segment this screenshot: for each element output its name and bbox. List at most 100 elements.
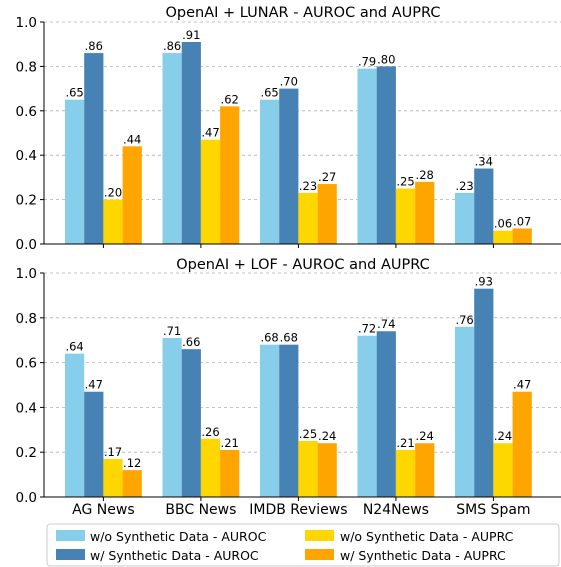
legend-swatch-w-auprc xyxy=(305,549,334,560)
data-label: .23 xyxy=(455,179,473,193)
y-tick-label: 1.0 xyxy=(16,266,37,282)
y-tick-label: 0.4 xyxy=(16,148,37,164)
bar-wo-auprc xyxy=(103,199,123,244)
data-label: .47 xyxy=(513,378,531,392)
y-tick-label: 0.0 xyxy=(16,237,37,253)
data-label: .65 xyxy=(260,86,278,100)
y-tick-label: 0.2 xyxy=(16,193,37,209)
y-tick-label: 0.8 xyxy=(16,59,37,75)
chart-title: OpenAI + LUNAR - AUROC and AUPRC xyxy=(166,5,441,21)
legend-swatch-wo-auprc xyxy=(305,530,334,541)
bar-w-auroc xyxy=(181,41,201,245)
bar-wo-auroc xyxy=(65,353,85,497)
y-tick-label: 0.2 xyxy=(16,445,37,461)
chart-title: OpenAI + LOF - AUROC and AUPRC xyxy=(176,257,429,273)
bar-wo-auroc xyxy=(260,344,280,497)
y-tick-label: 1.0 xyxy=(16,15,37,31)
bar-w-auroc xyxy=(279,344,299,497)
data-label: .79 xyxy=(358,55,376,69)
legend-label-wo-auprc: w/o Synthetic Data - AUPRC xyxy=(340,529,514,544)
legend-frame xyxy=(46,523,560,567)
data-label: .21 xyxy=(221,436,239,450)
y-tick-label: 0.0 xyxy=(16,490,37,506)
data-label: .17 xyxy=(104,445,122,459)
data-label: .07 xyxy=(513,214,531,228)
bar-w-auprc xyxy=(220,106,240,244)
y-tick-label: 0.6 xyxy=(16,356,37,372)
bar-w-auprc xyxy=(122,146,142,244)
data-label: .23 xyxy=(299,179,317,193)
data-label: .12 xyxy=(123,456,141,470)
bar-wo-auprc xyxy=(493,230,513,244)
bar-wo-auroc xyxy=(455,326,475,497)
bar-w-auroc xyxy=(474,288,494,497)
data-label: .47 xyxy=(201,126,219,140)
data-label: .24 xyxy=(416,429,434,443)
data-label: .74 xyxy=(377,317,395,331)
x-tick-label: SMS Spam xyxy=(456,502,530,518)
x-tick-label: BBC News xyxy=(165,502,236,518)
bar-w-auprc xyxy=(512,228,532,244)
bar-w-auprc xyxy=(220,449,240,497)
data-label: .27 xyxy=(318,170,336,184)
data-label: .06 xyxy=(494,217,512,231)
data-label: .28 xyxy=(416,168,434,182)
data-label: .80 xyxy=(377,52,395,66)
y-tick-label: 0.4 xyxy=(16,400,37,416)
y-tick-label: 0.8 xyxy=(16,311,37,327)
data-label: .24 xyxy=(318,429,336,443)
legend-swatch-wo-auroc xyxy=(56,530,85,541)
bar-wo-auroc xyxy=(65,99,85,244)
data-label: .66 xyxy=(182,335,200,349)
data-label: .68 xyxy=(260,331,278,345)
data-label: .24 xyxy=(494,429,512,443)
bar-wo-auroc xyxy=(357,335,377,497)
bar-w-auroc xyxy=(181,349,201,497)
x-tick-label: N24News xyxy=(363,502,429,518)
data-label: .44 xyxy=(123,132,141,146)
bar-wo-auroc xyxy=(455,192,475,244)
data-label: .25 xyxy=(396,175,414,189)
data-label: .86 xyxy=(163,39,181,53)
data-label: .70 xyxy=(280,75,298,89)
bar-wo-auprc xyxy=(395,449,416,497)
data-label: .86 xyxy=(85,39,103,53)
chart-panel-lunar: OpenAI + LUNAR - AUROC and AUPRC 0.0 0.2 0… xyxy=(16,5,561,253)
data-label: .65 xyxy=(65,86,83,100)
legend-swatch-w-auroc xyxy=(56,549,85,560)
bar-w-auroc xyxy=(279,88,299,244)
legend-label-w-auroc: w/ Synthetic Data - AUROC xyxy=(90,548,259,563)
data-label: .20 xyxy=(104,186,122,200)
data-label: .91 xyxy=(182,28,200,42)
data-label: .34 xyxy=(475,155,493,169)
legend: w/o Synthetic Data - AUROC w/ Synthetic … xyxy=(46,523,560,567)
bar-wo-auprc xyxy=(493,443,513,497)
bar-wo-auprc xyxy=(200,139,221,244)
bar-wo-auroc xyxy=(357,68,377,245)
data-label: .25 xyxy=(299,427,317,441)
data-label: .62 xyxy=(221,92,239,106)
data-label: .47 xyxy=(85,378,103,392)
bar-w-auprc xyxy=(415,181,435,244)
y-tick-label: 0.6 xyxy=(16,104,37,120)
data-label: .26 xyxy=(201,425,219,439)
data-label: .76 xyxy=(455,313,473,327)
legend-label-wo-auroc: w/o Synthetic Data - AUROC xyxy=(90,529,267,544)
bar-w-auprc xyxy=(122,470,142,497)
bar-wo-auprc xyxy=(298,192,318,244)
bar-w-auprc xyxy=(317,184,337,244)
bar-w-auprc xyxy=(512,391,532,497)
bar-w-auroc xyxy=(376,66,396,245)
data-label: .64 xyxy=(65,340,83,354)
data-label: .72 xyxy=(358,322,376,336)
bar-wo-auroc xyxy=(162,337,182,497)
data-label: .93 xyxy=(475,275,493,289)
bar-w-auroc xyxy=(376,331,396,497)
bar-w-auprc xyxy=(317,443,337,497)
bar-w-auroc xyxy=(474,168,494,244)
bar-wo-auprc xyxy=(200,438,221,497)
bar-w-auroc xyxy=(84,53,104,244)
bar-w-auroc xyxy=(84,391,104,497)
bar-wo-auroc xyxy=(162,53,182,244)
